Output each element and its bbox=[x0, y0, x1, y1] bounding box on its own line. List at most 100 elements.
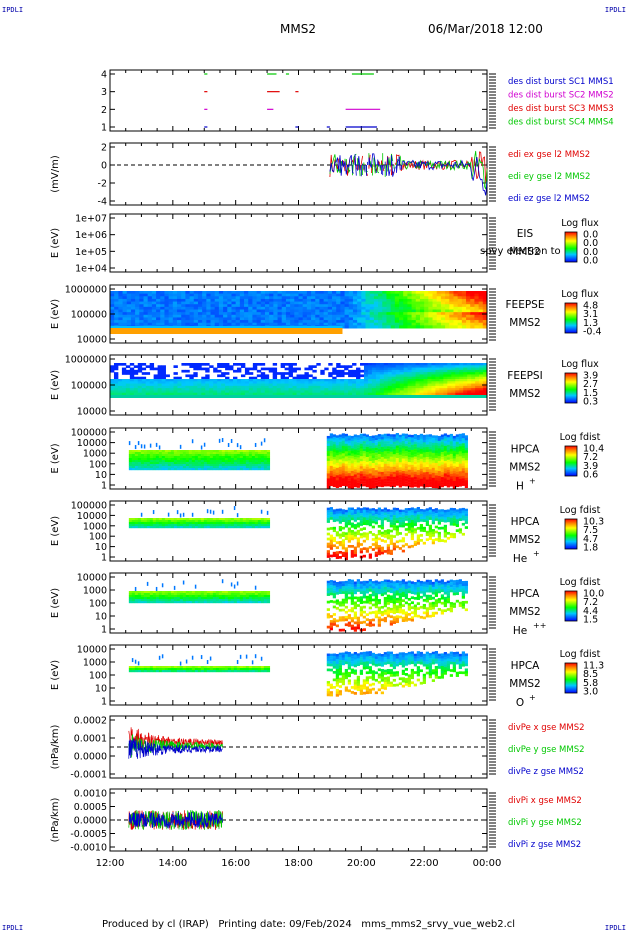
heatmap-cell bbox=[290, 298, 295, 303]
heatmap-cell bbox=[451, 392, 456, 396]
heatmap-cell bbox=[209, 450, 214, 453]
heatmap-cell bbox=[165, 390, 170, 394]
heatmap-cell bbox=[203, 522, 208, 525]
heatmap-cell bbox=[239, 450, 244, 453]
heatmap-cell bbox=[347, 507, 351, 511]
heatmap-cell bbox=[474, 320, 480, 324]
heatmap-cell bbox=[221, 452, 226, 455]
heatmap-cell bbox=[202, 314, 207, 318]
heatmap-cell bbox=[193, 298, 199, 303]
heatmap-cell bbox=[475, 374, 480, 378]
heatmap-cell bbox=[252, 314, 258, 318]
heatmap-cell bbox=[356, 480, 360, 483]
heatmap-cell bbox=[240, 365, 246, 368]
heatmap-cell bbox=[391, 390, 397, 394]
heatmap-cell bbox=[260, 367, 266, 371]
heatmap-cell bbox=[260, 390, 266, 394]
heatmap-cell bbox=[377, 476, 381, 480]
heatmap-cell bbox=[129, 390, 135, 394]
heatmap-cell bbox=[470, 309, 475, 313]
heatmap-cell bbox=[332, 312, 337, 316]
heatmap-cell bbox=[466, 304, 471, 308]
heatmap-cell bbox=[392, 507, 396, 511]
heatmap-cell bbox=[176, 522, 181, 525]
heatmap-cell bbox=[200, 522, 205, 525]
heatmap-cell bbox=[374, 465, 378, 468]
heatmap-cell bbox=[374, 541, 378, 545]
heatmap-cell bbox=[320, 372, 325, 375]
heatmap-cell bbox=[182, 452, 187, 455]
heatmap-cell bbox=[210, 304, 216, 308]
heatmap-cell bbox=[324, 390, 329, 394]
heatmap-cell bbox=[114, 301, 119, 305]
heatmap-cell bbox=[431, 372, 436, 375]
heatmap-cell bbox=[404, 528, 408, 531]
heatmap-cell bbox=[239, 460, 244, 463]
heatmap-cell bbox=[320, 381, 325, 384]
heatmap-cell bbox=[272, 379, 278, 382]
heatmap-cell bbox=[288, 379, 293, 382]
heatmap-cell bbox=[221, 526, 226, 529]
heatmap-cell bbox=[482, 322, 488, 326]
heatmap-cell bbox=[360, 388, 365, 391]
heatmap-cell bbox=[248, 381, 254, 384]
heatmap-cell bbox=[413, 466, 417, 470]
heatmap-cell bbox=[197, 312, 203, 316]
heatmap-cell bbox=[419, 481, 423, 485]
heatmap-cell bbox=[206, 524, 211, 527]
heatmap-cell bbox=[347, 450, 351, 454]
heatmap-cell bbox=[194, 456, 199, 459]
heatmap-cell bbox=[353, 466, 357, 470]
heatmap-cell bbox=[137, 462, 142, 465]
heatmap-cell bbox=[340, 320, 346, 324]
heatmap-cell bbox=[224, 462, 229, 465]
heatmap-cell bbox=[352, 363, 357, 366]
colorbar-tick-feepsi-1: 2.7 bbox=[583, 379, 598, 390]
heatmap-cell bbox=[239, 520, 244, 523]
heatmap-cell bbox=[329, 468, 333, 472]
heatmap-cell bbox=[365, 451, 369, 455]
heatmap-cell bbox=[257, 520, 262, 523]
heatmap-cell bbox=[233, 388, 238, 391]
heatmap-cell bbox=[439, 363, 444, 366]
heatmap-cell bbox=[389, 466, 393, 470]
heatmap-cell bbox=[466, 306, 471, 310]
heatmap-cell bbox=[410, 449, 414, 453]
heatmap-cell bbox=[328, 392, 333, 396]
heatmap-cell bbox=[335, 442, 339, 446]
heatmap-cell bbox=[375, 379, 381, 382]
heatmap-cell bbox=[169, 381, 174, 384]
heatmap-cell bbox=[413, 459, 417, 462]
heatmap-cell bbox=[251, 456, 256, 459]
heatmap-cell bbox=[248, 392, 254, 396]
heatmap-cell bbox=[224, 524, 229, 527]
heatmap-cell bbox=[411, 312, 417, 316]
heatmap-cell bbox=[399, 385, 405, 389]
heatmap-cell bbox=[440, 312, 446, 316]
heatmap-cell bbox=[329, 463, 333, 467]
heatmap-cell bbox=[167, 468, 172, 471]
heatmap-cell bbox=[386, 551, 390, 555]
heatmap-cell bbox=[395, 475, 399, 479]
heatmap-cell bbox=[209, 526, 214, 529]
heatmap-cell bbox=[411, 369, 416, 373]
heatmap-cell bbox=[392, 517, 396, 521]
heatmap-cell bbox=[407, 365, 412, 368]
heatmap-cell bbox=[167, 526, 172, 529]
legend-entry-burst-0: des dist burst SC1 MMS1 bbox=[508, 77, 614, 87]
heatmap-cell bbox=[285, 314, 291, 318]
heatmap-cell bbox=[461, 322, 467, 326]
heatmap-cell bbox=[382, 322, 387, 326]
heatmap-cell bbox=[248, 293, 253, 297]
heatmap-cell bbox=[431, 485, 435, 489]
heatmap-cell bbox=[233, 462, 238, 465]
heatmap-cell bbox=[332, 376, 337, 380]
heatmap-cell bbox=[350, 455, 354, 459]
heatmap-cell bbox=[173, 464, 178, 467]
heatmap-cell bbox=[446, 479, 450, 483]
heatmap-cell bbox=[110, 381, 115, 384]
heatmap-cell bbox=[240, 379, 246, 382]
heatmap-cell bbox=[335, 513, 339, 517]
heatmap-cell bbox=[398, 452, 402, 455]
heatmap-cell bbox=[161, 388, 166, 391]
